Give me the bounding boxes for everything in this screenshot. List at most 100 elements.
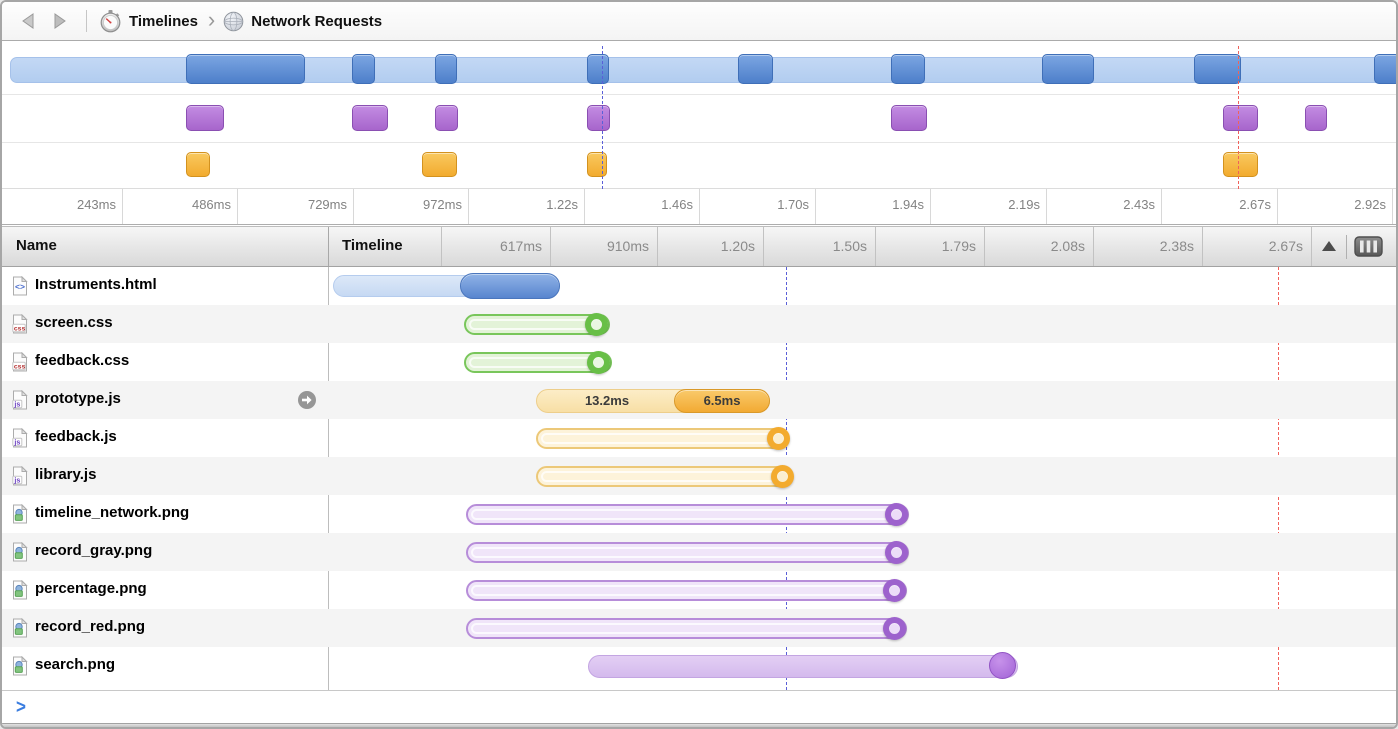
request-download-bar[interactable] <box>674 389 770 413</box>
script-activity-segment <box>1223 152 1258 177</box>
header-ruler-tick: 910ms <box>558 227 658 266</box>
request-timeline-bar[interactable] <box>536 428 788 449</box>
forward-button[interactable] <box>48 11 72 31</box>
svg-text:js: js <box>13 476 20 485</box>
script-activity-segment <box>587 152 607 177</box>
network-activity-segment <box>1042 54 1094 84</box>
css-file-icon: css <box>12 351 28 377</box>
toolbar-divider <box>86 10 87 32</box>
html-file-icon: <> <box>12 275 28 301</box>
request-timeline-bar[interactable] <box>466 618 907 639</box>
quick-console[interactable]: > <box>2 690 1396 723</box>
ruler-tick: 729ms <box>244 189 354 224</box>
breadcrumb-timelines[interactable]: Timelines <box>129 12 198 30</box>
back-button[interactable] <box>16 11 40 31</box>
timelines-overview[interactable]: 243ms 486ms 729ms 972ms 1.22s 1.46s 1.70… <box>2 42 1396 226</box>
network-activity-segment <box>738 54 773 84</box>
request-timeline-bar[interactable] <box>466 542 909 563</box>
overview-row-divider <box>2 142 1396 143</box>
table-row[interactable]: percentage.png <box>2 571 1396 609</box>
request-finished-dot <box>767 427 790 450</box>
navigation-bar: Timelines › Network Requests <box>2 2 1396 41</box>
layout-activity-segment <box>891 105 927 131</box>
back-arrow-icon <box>22 13 34 29</box>
resource-name: screen.css <box>35 314 113 331</box>
goto-resource-arrow-button[interactable] <box>297 390 317 415</box>
image-file-icon <box>12 617 28 643</box>
breadcrumb-current-view[interactable]: Network Requests <box>251 12 383 30</box>
table-row[interactable]: record_gray.png <box>2 533 1396 571</box>
table-row[interactable]: js prototype.js 13.2ms 6.5ms <box>2 381 1396 419</box>
request-finished-dot <box>885 541 908 564</box>
download-duration-label: 6.5ms <box>703 393 741 408</box>
request-timeline-bar[interactable] <box>466 580 907 601</box>
overview-row-divider <box>2 94 1396 95</box>
table-row[interactable]: timeline_network.png <box>2 495 1396 533</box>
sort-order-button[interactable] <box>1322 241 1336 251</box>
grid-header: Name Timeline 617ms 910ms 1.20s 1.50s 1.… <box>2 226 1396 267</box>
request-finished-dot <box>587 351 610 374</box>
css-file-icon: css <box>12 313 28 339</box>
script-activity-segment <box>186 152 210 177</box>
network-activity-segment <box>891 54 925 84</box>
ruler-tick: 972ms <box>359 189 469 224</box>
header-ruler-tick: 2.38s <box>1103 227 1203 266</box>
layout-activity-segment <box>587 105 610 131</box>
request-timeline-bar[interactable] <box>464 352 612 373</box>
ruler-tick: 243ms <box>13 189 123 224</box>
request-finished-dot <box>883 617 906 640</box>
table-row[interactable]: <> Instruments.html <box>2 267 1396 305</box>
image-file-icon <box>12 579 28 605</box>
timeline-column-header[interactable]: Timeline <box>342 237 403 254</box>
breadcrumb-separator-icon: › <box>207 6 216 32</box>
column-settings-button[interactable] <box>1354 236 1383 262</box>
request-download-bar[interactable] <box>460 273 560 299</box>
layout-activity-segment <box>435 105 458 131</box>
header-ruler-tick: 2.67s <box>1212 227 1312 266</box>
header-ruler-tick: 1.20s <box>664 227 764 266</box>
window-bottom-edge <box>2 723 1396 727</box>
goto-arrow-icon <box>298 391 316 409</box>
network-requests-grid: <> Instruments.html css screen.cs <box>2 267 1396 690</box>
network-activity-segment <box>1194 54 1241 84</box>
svg-text:css: css <box>14 363 26 370</box>
header-ruler-tick <box>342 227 442 266</box>
table-row[interactable]: js library.js <box>2 457 1396 495</box>
name-column-header[interactable]: Name <box>16 237 57 254</box>
ruler-tick: 2.19s <box>937 189 1047 224</box>
network-activity-segment <box>352 54 375 84</box>
table-row[interactable]: css screen.css <box>2 305 1396 343</box>
overview-ruler[interactable]: 243ms 486ms 729ms 972ms 1.22s 1.46s 1.70… <box>2 188 1396 225</box>
resource-name: feedback.css <box>35 352 130 369</box>
layout-activity-segment <box>1223 105 1258 131</box>
column-divider[interactable] <box>328 227 329 266</box>
resource-name: timeline_network.png <box>35 504 190 521</box>
stopwatch-icon <box>99 9 122 34</box>
ruler-tick: 2.43s <box>1052 189 1162 224</box>
current-time-marker <box>1238 46 1239 189</box>
ruler-tick: 2.67s <box>1168 189 1278 224</box>
request-finished-dot <box>883 579 906 602</box>
js-file-icon: js <box>12 465 28 491</box>
resource-name: record_gray.png <box>35 542 153 559</box>
request-timeline-bar[interactable] <box>464 314 610 335</box>
table-row[interactable]: js feedback.js <box>2 419 1396 457</box>
table-row[interactable]: record_red.png <box>2 609 1396 647</box>
header-ruler-tick: 1.79s <box>885 227 985 266</box>
request-progress-dot <box>989 652 1016 679</box>
resource-name: prototype.js <box>35 390 121 407</box>
layout-activity-segment <box>1305 105 1327 131</box>
console-prompt-icon: > <box>16 695 26 718</box>
ruler-tick: 1.70s <box>706 189 816 224</box>
request-timeline-bar[interactable] <box>466 504 909 525</box>
table-row[interactable]: search.png <box>2 647 1396 685</box>
table-row[interactable]: css feedback.css <box>2 343 1396 381</box>
network-activity-segment <box>587 54 609 84</box>
layout-activity-segment <box>186 105 224 131</box>
request-timeline-bar[interactable] <box>536 466 793 487</box>
network-activity-segment <box>1374 54 1396 84</box>
request-timeline-bar[interactable] <box>588 655 1018 678</box>
svg-text:<>: <> <box>15 282 25 292</box>
header-ruler-tick: 1.50s <box>776 227 876 266</box>
